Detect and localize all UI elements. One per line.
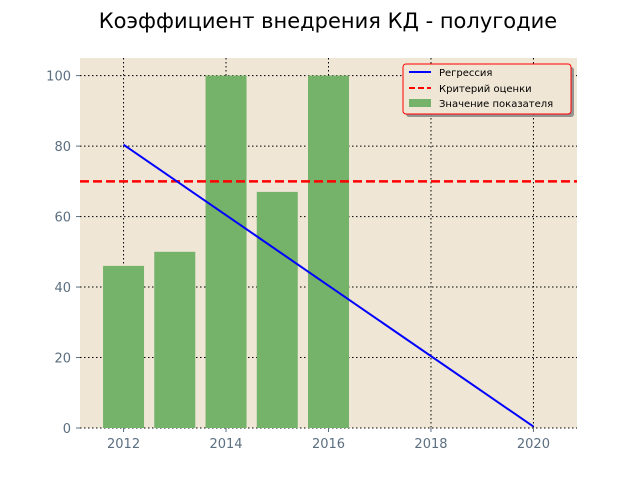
bar <box>154 251 196 428</box>
x-tick-label: 2012 <box>107 437 140 452</box>
bar <box>205 75 247 428</box>
regression-line <box>122 143 535 428</box>
y-tick-label: 20 <box>54 352 71 367</box>
y-tick-label: 60 <box>54 211 71 226</box>
y-tick-label: 100 <box>46 70 71 85</box>
x-tick-label: 2020 <box>517 437 550 452</box>
y-tick-label: 80 <box>54 140 71 155</box>
y-tick-label: 0 <box>63 422 71 437</box>
legend-bar-label: Значение показателя <box>439 99 553 110</box>
bar <box>308 75 349 428</box>
legend-regression-label: Регрессия <box>439 68 492 79</box>
bar <box>256 191 298 428</box>
legend-box <box>402 63 572 115</box>
legend-bar-swatch <box>409 99 431 107</box>
axes-layer: 2012 2014 2016 2018 2020 0 20 40 60 80 100 <box>46 70 550 452</box>
lines-layer <box>80 143 577 428</box>
x-tick-label: 2016 <box>312 437 345 452</box>
legend: Регрессия Критерий оценки Значение показ… <box>402 63 574 117</box>
x-tick-label: 2018 <box>414 437 447 452</box>
y-tick-label: 40 <box>54 281 71 296</box>
x-tick-label: 2014 <box>209 437 242 452</box>
bars-layer <box>103 75 349 428</box>
legend-criterion-label: Критерий оценки <box>439 84 532 95</box>
chart-title: Коэффициент внедрения КД - полугодие <box>98 9 558 33</box>
bar <box>103 265 145 428</box>
